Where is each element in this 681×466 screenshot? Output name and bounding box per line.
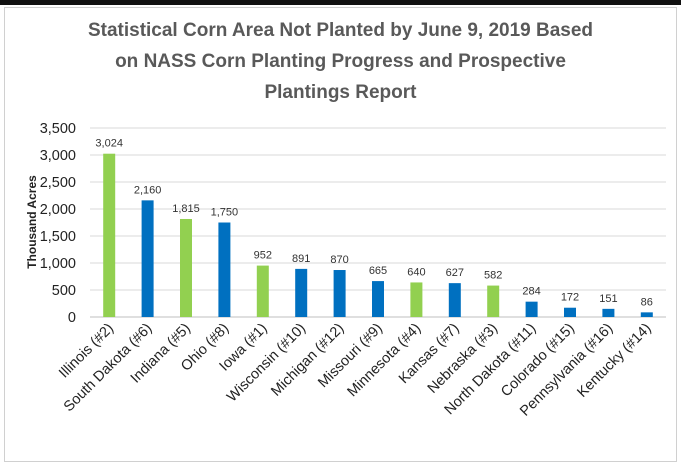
bar [103,153,116,317]
bar [525,301,538,317]
data-label: 665 [369,265,387,277]
top-rule [0,0,681,5]
bar [640,312,653,317]
bar [564,307,576,317]
data-label: 870 [330,254,348,266]
y-tick-label: 500 [52,283,76,299]
y-tick-label: 2,500 [40,175,76,191]
data-label: 3,024 [95,138,123,150]
data-label: 86 [641,296,653,308]
data-label: 284 [522,286,540,298]
data-label: 891 [292,253,310,265]
bar [295,268,308,317]
bar [372,281,384,317]
bar [410,282,423,317]
chart-title-line-1: Statistical Corn Area Not Planted by Jun… [87,20,594,41]
y-axis-label: Thousand Acres [25,175,39,269]
data-label: 1,750 [211,207,239,219]
data-label: 151 [599,293,617,305]
x-axis-ticks: Illinois (#2)South Dakota (#6)Indiana (#… [56,321,654,420]
y-tick-label: 0 [68,310,76,326]
bar [256,265,269,317]
data-label: 640 [407,266,425,278]
data-label: 627 [446,267,464,279]
y-axis-ticks: 0 500 1,000 1,500 2,000 2,500 3,000 3,500 [40,121,76,326]
y-tick-label: 1,500 [40,229,76,245]
chart-title-line-2: on NASS Corn Planting Progress and Prosp… [115,51,566,72]
data-label: 1,815 [172,203,200,215]
data-label: 952 [254,250,272,262]
bar [448,283,461,317]
y-tick-label: 2,000 [40,202,76,218]
data-labels: 3,024 2,160 1,815 1,750 952 891 870 665 640 627 58… [95,138,652,309]
chart-title: Statistical Corn Area Not Planted by Jun… [0,15,681,108]
y-tick-label: 1,000 [40,256,76,272]
bars [103,153,653,317]
bar [180,218,192,317]
data-label: 2,160 [134,184,162,196]
bar [602,308,615,317]
bar [218,222,231,317]
data-label: 172 [561,292,579,304]
chart-frame [4,7,677,462]
data-label: 582 [484,270,502,282]
y-tick-label: 3,500 [40,121,76,137]
bar [141,200,154,317]
bar [333,270,346,317]
bar [487,285,500,317]
y-tick-label: 3,000 [40,148,76,164]
chart-title-line-3: Plantings Report [264,82,417,103]
